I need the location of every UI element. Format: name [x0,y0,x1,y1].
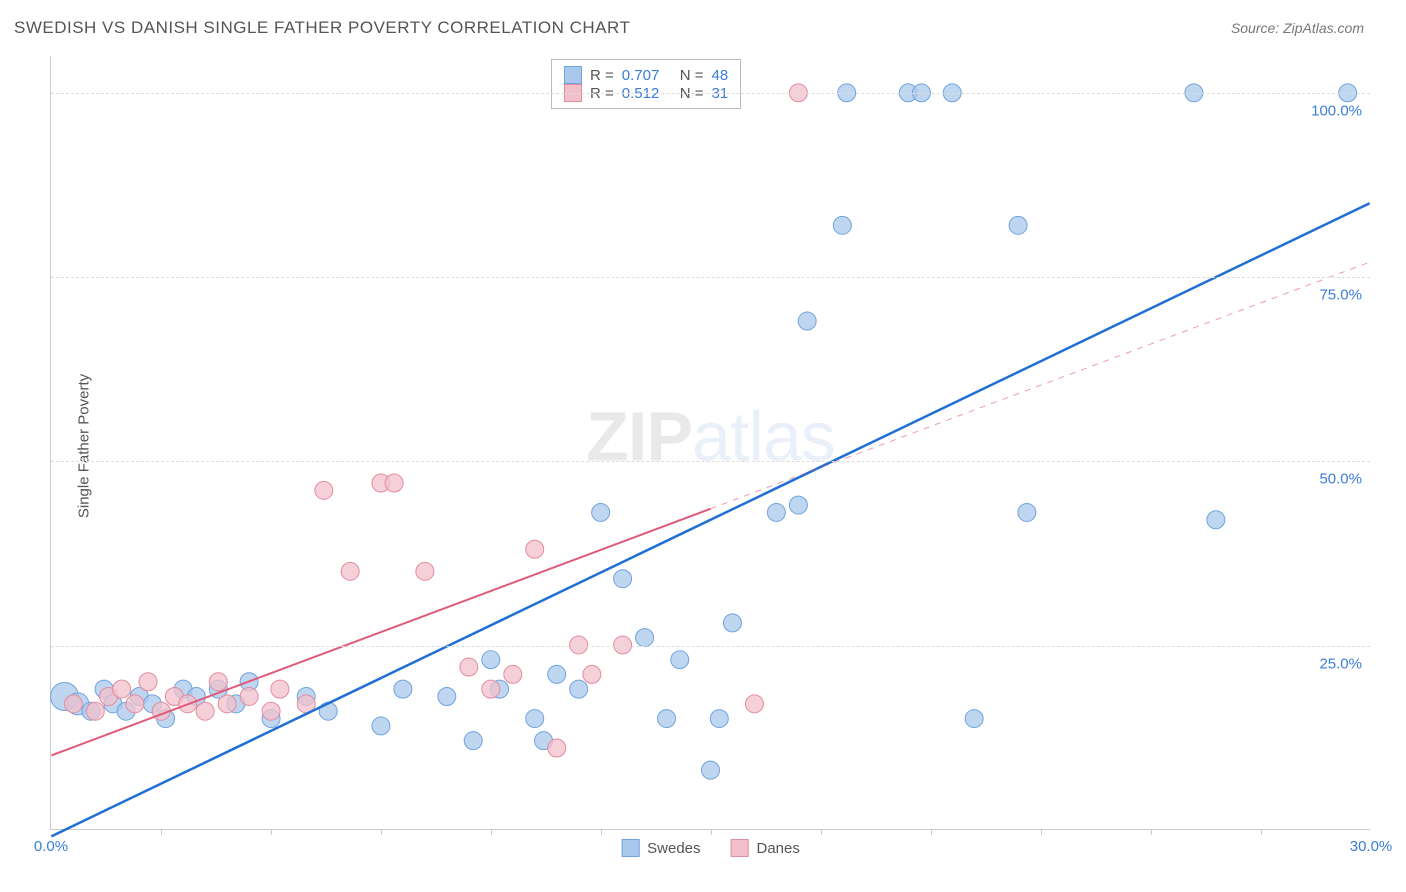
legend-stats: R = 0.707 N = 48 R = 0.512 N = 31 [551,59,741,109]
data-point [113,680,131,698]
data-point [341,562,359,580]
data-point [319,702,337,720]
grid-line [51,93,1370,94]
y-tick-label: 100.0% [1311,102,1362,119]
data-point [372,717,390,735]
grid-line [51,277,1370,278]
data-point [548,739,566,757]
data-point [1207,511,1225,529]
data-point [196,702,214,720]
data-point [126,695,144,713]
x-tick-mark [601,829,602,835]
data-point [548,665,566,683]
legend-swatch [564,66,582,84]
data-point [526,710,544,728]
data-point [614,570,632,588]
grid-line [51,646,1370,647]
legend-label: Danes [757,840,800,857]
x-tick-mark [1041,829,1042,835]
x-tick-mark [1151,829,1152,835]
legend-swatch [731,839,749,857]
legend-n-value: 48 [712,67,729,84]
data-point [209,673,227,691]
x-tick-mark [1261,829,1262,835]
legend-r-label: R = [590,67,614,84]
data-point [710,710,728,728]
data-point [789,496,807,514]
data-point [636,629,654,647]
y-tick-label: 50.0% [1319,471,1362,488]
legend-item: Danes [731,839,800,857]
x-tick-label: 0.0% [34,838,68,855]
data-point [64,695,82,713]
data-point [438,687,456,705]
plot-area: ZIPatlas R = 0.707 N = 48 R = 0.512 N = … [50,56,1370,830]
x-tick-label: 30.0% [1350,838,1393,855]
legend-label: Swedes [647,840,700,857]
chart-title: SWEDISH VS DANISH SINGLE FATHER POVERTY … [14,18,630,38]
data-point [394,680,412,698]
data-point [271,680,289,698]
data-point [262,702,280,720]
data-point [583,665,601,683]
data-point [460,658,478,676]
data-point [570,680,588,698]
x-tick-mark [491,829,492,835]
data-point [315,481,333,499]
grid-line [51,461,1370,462]
x-tick-mark [931,829,932,835]
data-point [723,614,741,632]
data-point [482,651,500,669]
data-point [86,702,104,720]
legend-stats-row: R = 0.707 N = 48 [564,66,728,84]
data-point [526,540,544,558]
data-point [592,503,610,521]
legend-item: Swedes [621,839,700,857]
data-point [218,695,236,713]
data-point [671,651,689,669]
data-point [1009,216,1027,234]
chart-container: SWEDISH VS DANISH SINGLE FATHER POVERTY … [0,0,1406,892]
trend-line [51,203,1369,836]
legend-series: Swedes Danes [621,839,800,857]
legend-swatch [621,839,639,857]
legend-n-label: N = [680,67,704,84]
data-point [1018,503,1036,521]
data-point [240,687,258,705]
data-point [504,665,522,683]
scatter-svg [51,56,1370,829]
x-tick-mark [271,829,272,835]
x-tick-mark [381,829,382,835]
data-point [833,216,851,234]
data-point [416,562,434,580]
x-tick-mark [711,829,712,835]
data-point [385,474,403,492]
data-point [464,732,482,750]
data-point [482,680,500,698]
data-point [965,710,983,728]
data-point [658,710,676,728]
data-point [767,503,785,521]
x-tick-mark [821,829,822,835]
data-point [798,312,816,330]
legend-r-value: 0.707 [622,67,672,84]
y-tick-label: 25.0% [1319,655,1362,672]
y-tick-label: 75.0% [1319,287,1362,304]
data-point [702,761,720,779]
data-point [745,695,763,713]
source-label: Source: ZipAtlas.com [1231,20,1364,36]
data-point [139,673,157,691]
x-tick-mark [161,829,162,835]
